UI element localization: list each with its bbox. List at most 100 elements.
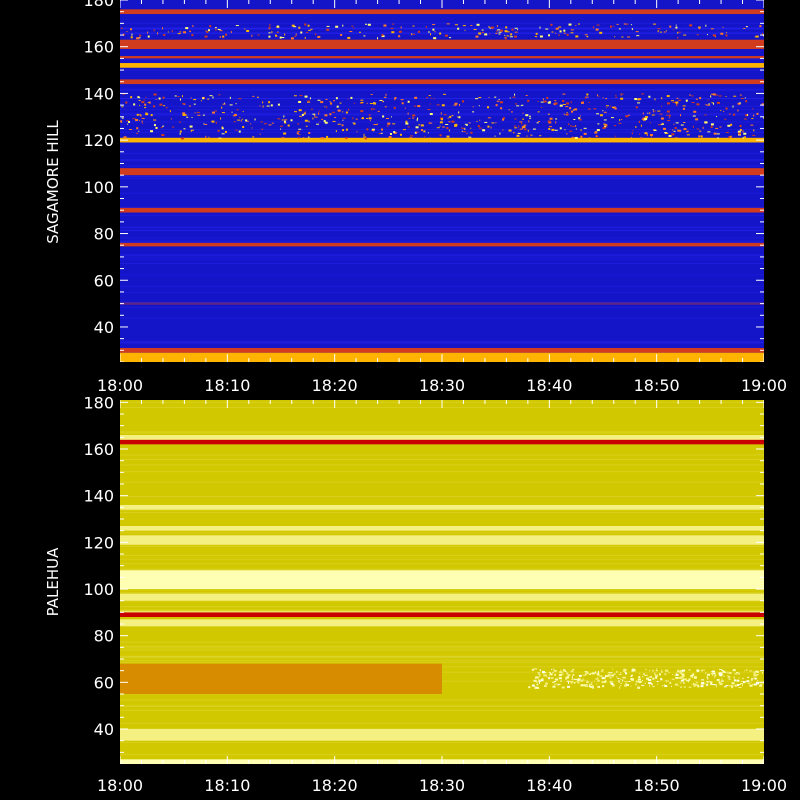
sagamore-hill-speckle [136,113,139,116]
palehua-speckle [644,674,648,676]
sagamore-hill-texture-line [120,97,764,99]
palehua-speckle [641,684,645,686]
palehua-speckle [577,681,580,684]
sagamore-hill-speckle [691,95,694,97]
sagamore-hill-speckle [565,106,569,108]
palehua-speckle [641,680,643,682]
palehua-speckle [537,686,540,689]
sagamore-hill-speckle [130,28,133,31]
sagamore-hill-speckle [304,23,307,26]
sagamore-hill-speckle [678,31,681,33]
sagamore-hill-speckle [496,30,498,33]
sagamore-hill-speckle [259,133,261,135]
sagamore-hill-speckle [653,23,657,25]
palehua-y-ticks: 40 60 80 100 120 140 160 180 [83,393,114,739]
sagamore-hill-speckle [246,120,249,122]
palehua-speckle [644,682,646,684]
palehua-speckle [544,682,548,685]
sagamore-hill-speckle [716,137,719,139]
sagamore-hill-speckle [153,119,155,121]
sagamore-hill-speckle [332,111,336,113]
palehua-speckle [552,681,555,683]
palehua-speckle [733,679,736,682]
sagamore-hill-speckle [500,29,504,32]
palehua-speckle [754,678,757,680]
sagamore-hill-speckle [675,122,679,124]
sagamore-hill-texture-line [120,131,764,133]
sagamore-hill-speckle [420,124,424,127]
sagamore-hill-x-tick-label: 18:40 [526,376,572,395]
palehua-texture-line [120,656,764,658]
palehua-speckle [655,674,659,677]
palehua-speckle [690,675,694,678]
palehua-speckle [679,669,683,672]
palehua-speckle [751,683,754,685]
palehua-speckle [555,678,559,681]
sagamore-hill-speckle [702,126,704,129]
palehua-speckle [540,679,544,682]
sagamore-hill-texture-line [120,177,764,179]
sagamore-hill-speckle [142,122,144,124]
sagamore-hill-speckle [739,128,742,131]
sagamore-hill-speckle [618,28,621,30]
sagamore-hill-speckle [509,97,511,99]
sagamore-hill-speckle [150,130,154,133]
sagamore-hill-speckle [335,25,339,28]
sagamore-hill-speckle [423,130,426,133]
sagamore-hill-speckle [229,96,231,99]
sagamore-hill-speckle [743,28,746,30]
sagamore-hill-speckle [303,137,305,139]
sagamore-hill-speckle [177,33,181,35]
sagamore-hill-speckle [427,132,429,134]
palehua-speckle [656,668,658,670]
sagamore-hill-speckle [141,101,145,104]
sagamore-hill-speckle [250,123,252,125]
palehua-speckle [736,672,739,674]
sagamore-hill-speckle [475,98,479,100]
sagamore-hill-speckle [473,29,477,31]
palehua-speckle [675,672,677,674]
sagamore-hill-speckle [182,112,186,115]
sagamore-hill-speckle [575,125,577,128]
palehua-speckle [573,678,577,680]
palehua-band [120,439,764,445]
sagamore-hill-speckle [215,28,217,31]
palehua-speckle [710,682,713,685]
sagamore-hill-y-tick-label: 100 [83,178,114,197]
sagamore-hill-speckle [710,125,713,128]
sagamore-hill-speckle [239,116,241,118]
sagamore-hill-speckle [301,116,303,118]
palehua-y-tick-label: 40 [94,720,114,739]
palehua-speckle [753,675,755,677]
sagamore-hill-speckle [461,100,464,103]
sagamore-hill-band [120,56,764,59]
sagamore-hill-speckle [155,126,158,129]
palehua-speckle [624,681,626,683]
sagamore-hill-speckle [139,115,142,117]
sagamore-hill-speckle [337,109,341,112]
sagamore-hill-speckle [376,123,378,125]
palehua-speckle [711,684,715,686]
palehua-speckle [548,671,551,673]
sagamore-hill-speckle [430,33,432,36]
sagamore-hill-speckle [570,29,574,31]
sagamore-hill-speckle [481,31,484,33]
sagamore-hill-x-tick-label: 18:30 [419,376,465,395]
palehua-speckle [642,676,644,678]
sagamore-hill-speckle [554,102,558,105]
sagamore-hill-speckle [439,32,442,35]
sagamore-hill-speckle [660,123,664,125]
sagamore-hill-speckle [626,23,629,25]
sagamore-hill-speckle [639,133,641,135]
sagamore-hill-speckle [478,32,482,35]
palehua-texture-line [120,568,764,570]
sagamore-hill-speckle [514,118,517,120]
sagamore-hill-speckle [575,24,577,26]
sagamore-hill-speckle [390,27,394,29]
sagamore-hill-speckle [394,98,396,101]
sagamore-hill-speckle [276,32,279,34]
palehua-speckle [571,678,575,680]
sagamore-hill-speckle [430,97,432,99]
palehua-texture-line [120,609,764,611]
sagamore-hill-speckle [582,100,584,102]
